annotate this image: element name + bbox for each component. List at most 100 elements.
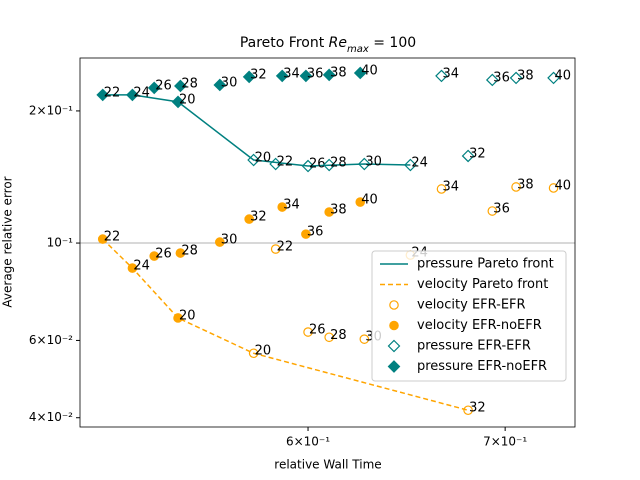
point-label: 38 <box>517 68 534 83</box>
chart-title: Pareto Front Remax = 100 <box>240 35 416 55</box>
point <box>357 157 371 171</box>
x-tick-label: 7×10⁻¹ <box>483 435 527 449</box>
point <box>487 206 498 216</box>
point-label: 22 <box>104 85 121 100</box>
point-label: 20 <box>255 344 272 359</box>
point-label: 30 <box>221 233 238 248</box>
plot-frame <box>79 57 576 428</box>
point-label: 22 <box>277 154 294 169</box>
point <box>436 184 447 194</box>
point <box>247 153 260 167</box>
y-tick-label: 4×10⁻² <box>29 410 73 424</box>
point-label: 38 <box>517 177 534 192</box>
pareto-line <box>102 238 469 411</box>
y-tick-label: 10⁻¹ <box>47 236 74 250</box>
point <box>269 157 283 171</box>
point-label: 40 <box>361 193 378 208</box>
point <box>324 332 334 343</box>
point <box>270 244 281 254</box>
point <box>461 149 475 163</box>
point <box>97 234 108 244</box>
point <box>359 334 370 344</box>
point <box>174 79 187 93</box>
point-label: 28 <box>181 244 198 259</box>
point <box>299 69 313 83</box>
point-label: 26 <box>155 247 172 262</box>
legend-label: velocity Pareto front <box>417 277 548 292</box>
point-label: 36 <box>307 225 324 240</box>
point-label: 36 <box>307 66 324 81</box>
legend-handle <box>387 360 401 373</box>
point <box>173 313 183 323</box>
point-label: 34 <box>442 179 459 194</box>
point <box>355 197 366 207</box>
point <box>463 405 473 416</box>
y-tick-label: 2×10⁻¹ <box>29 103 73 117</box>
x-tick-label: 6×10⁻¹ <box>286 435 330 449</box>
point <box>322 158 336 172</box>
point-label: 28 <box>330 156 347 171</box>
legend-handle <box>389 300 399 310</box>
point-label: 26 <box>155 78 172 93</box>
point <box>96 88 110 102</box>
point <box>127 263 138 273</box>
point <box>244 214 254 224</box>
point <box>248 348 259 359</box>
point <box>322 68 336 82</box>
point <box>509 71 523 85</box>
point-label: 32 <box>250 210 267 225</box>
point-label: 30 <box>365 154 382 169</box>
point-label: 26 <box>309 323 326 338</box>
point-label: 24 <box>133 259 150 274</box>
point-label: 24 <box>411 156 428 171</box>
point <box>548 183 559 193</box>
point-label: 32 <box>250 67 267 82</box>
point-label: 38 <box>330 65 347 80</box>
point-label: 24 <box>133 85 150 100</box>
point <box>215 237 225 247</box>
legend-label: pressure EFR-EFR <box>417 339 531 354</box>
point <box>277 202 288 212</box>
point <box>404 158 417 172</box>
point-label: 34 <box>283 198 300 213</box>
legend-frame <box>371 250 567 382</box>
point-label: 34 <box>283 66 300 81</box>
legend-label: velocity EFR-noEFR <box>417 318 542 333</box>
point-label: 22 <box>104 230 121 245</box>
legend-handle <box>387 339 401 353</box>
point-label: 34 <box>442 66 459 81</box>
point-label: 40 <box>555 68 572 83</box>
point-label: 36 <box>493 202 510 217</box>
point-label: 22 <box>277 240 294 255</box>
point <box>353 66 367 80</box>
point <box>435 69 448 83</box>
point-label: 30 <box>221 75 238 90</box>
legend-handle <box>389 320 399 331</box>
point <box>324 207 334 217</box>
point <box>175 248 186 258</box>
point <box>171 95 185 109</box>
point-label: 26 <box>309 157 326 172</box>
legend: pressure Pareto front velocity Pareto fro… <box>371 250 567 382</box>
point-label: 36 <box>493 70 510 85</box>
point-label: 40 <box>555 178 572 193</box>
point-label: 20 <box>255 151 272 166</box>
point-label: 20 <box>179 92 196 107</box>
point-label: 32 <box>469 401 486 416</box>
point <box>213 78 227 92</box>
point <box>147 81 161 95</box>
legend-label: velocity EFR-EFR <box>417 298 526 313</box>
point <box>511 182 521 192</box>
point <box>485 73 499 87</box>
point <box>301 159 315 173</box>
x-axis-label: relative Wall Time <box>274 458 381 472</box>
point <box>547 71 560 85</box>
legend-label: pressure Pareto front <box>417 257 554 272</box>
legend-label: pressure EFR-noEFR <box>417 359 547 374</box>
point <box>149 251 160 261</box>
point-label: 40 <box>361 63 378 78</box>
point-label: 28 <box>181 76 198 91</box>
y-axis-label: Average relative error <box>1 176 15 307</box>
point-label: 20 <box>179 308 196 323</box>
